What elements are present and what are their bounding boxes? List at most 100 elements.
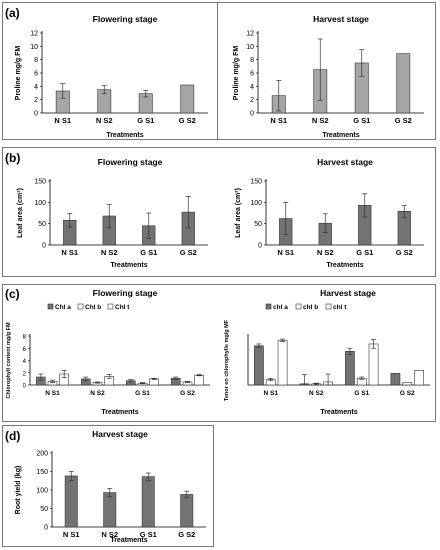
x-tick-label: N S2 [101, 530, 118, 539]
chart-c-harvest: Harvest stage Tenor en chlorophylle mg/g … [224, 288, 430, 416]
y-tick-label: 150 [250, 179, 262, 186]
x-tick-label: N S2 [312, 116, 329, 125]
x-tick-label: G S2 [396, 248, 413, 257]
legend-swatch [325, 303, 332, 310]
y-tick-label: 0 [250, 111, 254, 118]
legend-swatch [77, 303, 84, 310]
x-tick-label: G S2 [179, 116, 196, 125]
panel-a-divider [217, 2, 218, 140]
x-tick-label: N S1 [61, 248, 78, 257]
y-tick-label: 8 [23, 335, 27, 341]
y-tick-label: 2 [34, 97, 38, 104]
chart-title: Harvest stage [317, 157, 373, 167]
bar [277, 339, 288, 386]
x-axis-label: Treatments [320, 409, 357, 416]
legend-label: Chl b [85, 304, 101, 311]
bar [194, 374, 204, 386]
y-tick-label: 4 [250, 84, 254, 91]
y-tick-label: 50 [38, 221, 46, 228]
x-tick-label: N S2 [309, 390, 324, 397]
legend-label: Chl t [115, 304, 130, 311]
x-tick-label: N S2 [96, 116, 113, 125]
chart-title: Harvest stage [320, 288, 376, 298]
bar [368, 343, 379, 386]
x-tick-label: G S2 [400, 390, 415, 397]
x-axis-label: Treatments [106, 132, 143, 139]
y-tick-label: 200 [36, 451, 48, 458]
y-tick-label: 6 [34, 71, 38, 78]
x-tick-label: N S1 [45, 390, 60, 397]
bar [103, 492, 117, 528]
y-tick-label: 6 [23, 347, 27, 353]
bar [64, 475, 78, 528]
panel-label-b: (b) [5, 151, 21, 165]
chart-a-flowering: Flowering stage 0 2 4 6 8 10 12 Proline mg/g FM N… [15, 14, 208, 139]
x-tick-label: G S2 [180, 248, 197, 257]
y-tick-label: 8 [34, 57, 38, 64]
y-tick-label: 100 [34, 200, 46, 207]
legend-label: chl b [303, 304, 318, 311]
x-tick-label: G S1 [356, 248, 373, 257]
bar [180, 494, 194, 528]
chart-title: Harvest stage [313, 14, 369, 24]
chart-title: Flowering stage [98, 157, 163, 167]
y-tick-label: 2 [23, 371, 27, 377]
bar [396, 53, 411, 114]
x-tick-label: G S1 [354, 390, 369, 397]
y-tick-label: 0 [44, 525, 48, 532]
y-axis-label: Chlorophyll content mg/g FM [6, 322, 12, 398]
y-tick-label: 8 [250, 57, 254, 64]
chart-b-flowering: Flowering stage 0 50 100 150 Leaf area (cm²) N… [17, 157, 208, 269]
chart-a-harvest: Harvest stage 0 2 4 6 8 10 12 Proline mg/g FM N S… [233, 14, 424, 139]
y-axis-label: Proline mg/g FM [233, 46, 240, 101]
bar [254, 345, 264, 386]
y-tick-label: 0 [42, 243, 46, 250]
chart-title: Flowering stage [93, 14, 158, 24]
y-tick-label: 100 [36, 488, 48, 495]
legend-swatch [265, 303, 272, 310]
chart-d-harvest: Harvest stage 0 50 100 150 200 Root yield (kg)… [15, 429, 206, 544]
x-tick-label: G S2 [395, 116, 412, 125]
legend-swatch [107, 303, 114, 310]
x-tick-label: N S1 [63, 530, 80, 539]
bar [345, 351, 355, 386]
y-tick-label: 0 [258, 243, 262, 250]
y-tick-label: 10 [30, 44, 38, 51]
y-tick-label: 100 [250, 200, 262, 207]
x-tick-label: G S1 [135, 390, 150, 397]
y-tick-label: 0 [23, 384, 27, 390]
panel-label-d: (d) [5, 429, 21, 443]
x-axis-label: Treatments [326, 262, 363, 269]
y-tick-label: 10 [246, 44, 254, 51]
chart-b-harvest: Harvest stage 0 50 100 150 Leaf area (cm²) N S… [235, 157, 424, 269]
x-axis-label: Treatments [110, 537, 147, 544]
y-axis-label: Leaf area (cm²) [235, 188, 242, 238]
y-tick-label: 4 [34, 84, 38, 91]
legend-label: chl a [273, 304, 288, 311]
panel-label-a: (a) [5, 6, 20, 20]
x-tick-label: N S2 [90, 390, 105, 397]
panel-c [2, 284, 436, 422]
x-tick-label: G S2 [180, 390, 195, 397]
y-tick-label: 150 [36, 469, 48, 476]
x-tick-label: N S2 [101, 248, 118, 257]
x-tick-label: G S1 [353, 116, 370, 125]
bar [414, 370, 424, 386]
y-tick-label: 2 [250, 97, 254, 104]
x-tick-label: N S1 [264, 390, 279, 397]
x-tick-label: N S1 [277, 248, 294, 257]
bar [390, 373, 401, 386]
y-tick-label: 12 [246, 31, 254, 38]
x-tick-label: N S1 [54, 116, 71, 125]
x-tick-label: G S1 [140, 248, 157, 257]
legend-swatch [295, 303, 302, 310]
x-axis-label: Treatments [101, 409, 138, 416]
bar [141, 476, 155, 528]
bar [180, 84, 195, 114]
y-tick-label: 6 [250, 71, 254, 78]
x-axis-label: Treatments [322, 132, 359, 139]
chart-title: Harvest stage [92, 429, 148, 439]
x-tick-label: G S1 [140, 530, 157, 539]
y-tick-label: 0 [34, 111, 38, 118]
y-tick-label: 150 [34, 179, 46, 186]
